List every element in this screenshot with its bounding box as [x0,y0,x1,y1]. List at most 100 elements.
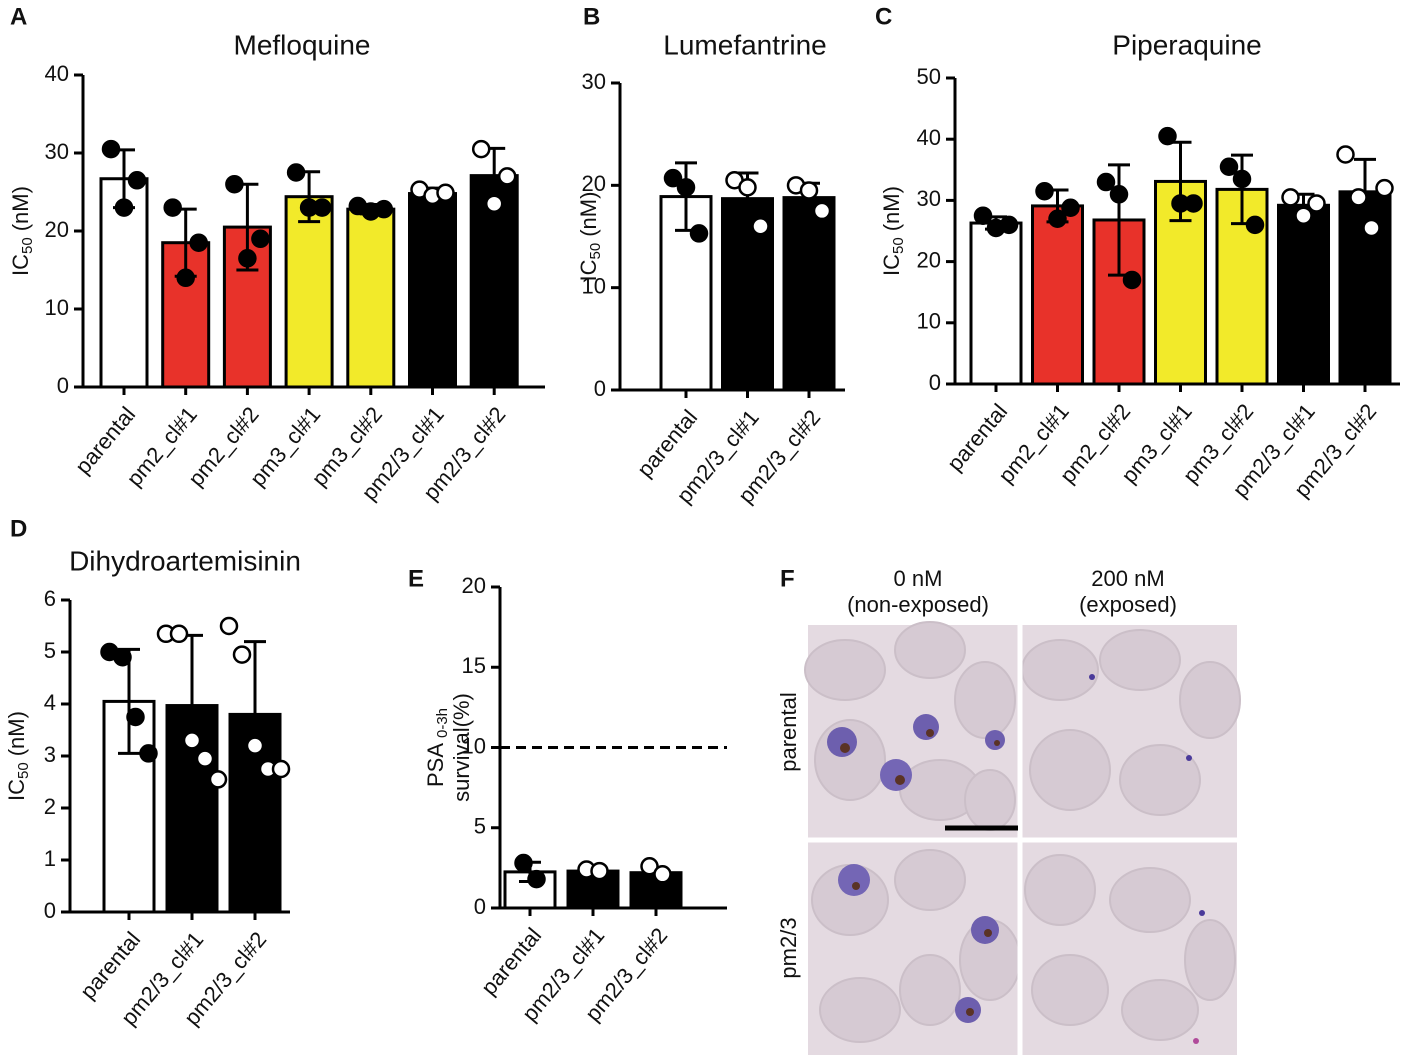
y-tick-label: 1 [44,846,56,871]
y-axis-label: PSA 0-3h [423,708,451,787]
y-tick-label: 6 [44,586,56,611]
data-point [182,731,202,750]
data-point [1362,218,1381,238]
data-point [471,139,491,159]
column-label: 200 nM [1091,566,1164,591]
data-point [139,744,158,763]
y-tick-label: 0 [44,898,56,923]
data-point [169,624,189,644]
bar [1031,204,1084,386]
data-point [1232,169,1252,189]
panel-letter: B [583,3,600,30]
y-tick-label: 20 [462,573,486,598]
y-tick-label: 0 [57,373,69,398]
y-tick-label: 0 [929,370,941,395]
data-point [238,249,257,268]
data-point [176,268,195,288]
chart-title: Dihydroartemisinin [69,545,301,576]
data-point [286,163,306,182]
y-tick-label: 20 [582,171,606,196]
data-point [114,198,134,217]
y-tick-label: 3 [44,742,56,767]
bar [782,196,836,392]
y-tick-label: 15 [462,653,486,678]
y-tick-label: 0 [474,894,486,919]
data-point [590,861,609,881]
data-point [527,869,546,889]
y-axis-label-unit: (nM) [576,192,601,237]
data-point [1336,145,1355,164]
y-axis-label: IC50 (nM) [4,711,32,801]
y-axis-label-unit: (nM) [8,186,33,231]
data-point [195,749,215,768]
y-tick-label: 30 [582,69,606,94]
y-axis-label-sub: 50 [587,243,604,260]
y-tick-label: 5 [44,638,56,663]
data-point [689,224,709,243]
data-point [1158,126,1177,146]
data-point [312,198,332,217]
parasites [827,674,1205,1044]
data-point [653,865,672,884]
data-point [497,167,517,186]
data-point [1109,185,1129,204]
y-axis-label-main: PSA [423,743,448,787]
data-point [1294,206,1313,225]
data-point [1219,157,1239,176]
row-label: pm2/3 [776,917,801,978]
y-tick-label: 2 [44,794,56,819]
data-point [663,168,683,188]
data-point [999,215,1019,235]
data-point [219,616,239,636]
data-point [973,206,993,225]
data-point [1375,178,1394,198]
y-axis-label: IC50 (nM) [576,192,604,282]
data-point [738,178,757,197]
y-tick-label: 20 [45,217,69,242]
data-point [127,171,147,190]
chart-title: Piperaquine [1112,29,1261,60]
y-axis-label-main: IC [8,254,33,276]
y-tick-label: 40 [45,61,69,86]
y-axis-label-main: IC [879,254,904,276]
y-axis-label-sub: 50 [15,762,32,779]
data-point [640,857,659,876]
data-point [374,199,394,219]
y-axis-label-unit: (nM) [4,711,29,756]
y-tick-label: 50 [917,64,941,89]
data-point [225,174,244,194]
data-point [1281,188,1300,207]
data-point [514,853,533,873]
panel-letter: A [10,3,27,30]
column-label: 0 nM [894,566,943,591]
data-point [1349,188,1368,207]
data-point [1035,181,1054,201]
y-tick-label: 10 [45,295,69,320]
y-tick-label: 4 [44,690,56,715]
y-axis-label: IC50 (nM) [8,186,36,276]
y-tick-label: 5 [474,814,486,839]
y-axis-label-unit: survival(%) [449,693,474,802]
data-point [1122,270,1142,290]
data-point [126,707,145,727]
data-point [208,770,228,789]
y-axis-label-unit: (nM) [879,186,904,231]
bar [1277,203,1330,386]
bar [346,207,396,389]
chart-title: Lumefantrine [663,29,826,60]
y-axis-label-sub: 0-3h [434,708,451,738]
data-point [751,217,770,236]
y-tick-label: 0 [594,376,606,401]
data-point [189,233,208,252]
data-point [812,201,832,221]
data-point [163,198,182,217]
chart-title: Mefloquine [234,29,371,60]
y-tick-label: 30 [917,186,941,211]
bar [284,195,334,389]
panel-letter: D [10,515,27,542]
y-axis-label-sub: 50 [890,237,907,254]
y-axis-label-main: IC [576,259,601,281]
column-label: (exposed) [1079,592,1177,617]
data-point [1184,194,1203,213]
y-tick-label: 20 [917,247,941,272]
